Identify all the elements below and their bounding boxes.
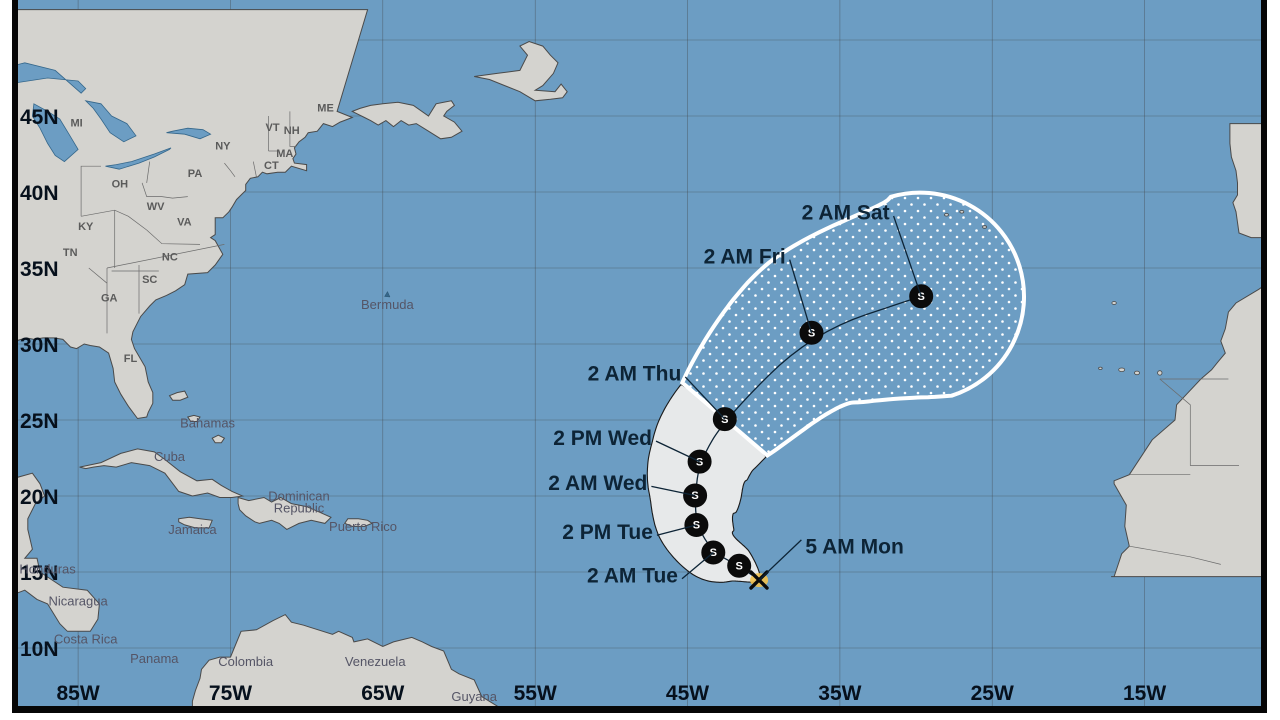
svg-text:55W: 55W — [514, 682, 557, 705]
svg-text:NY: NY — [215, 140, 231, 152]
svg-text:Colombia: Colombia — [218, 654, 274, 669]
svg-text:45N: 45N — [20, 106, 59, 129]
svg-text:OH: OH — [112, 178, 129, 190]
svg-text:VT: VT — [266, 122, 280, 134]
svg-text:ME: ME — [317, 102, 334, 114]
svg-text:Venezuela: Venezuela — [345, 654, 406, 669]
svg-text:S: S — [808, 328, 815, 340]
svg-text:15W: 15W — [1123, 682, 1166, 705]
svg-text:Bermuda: Bermuda — [361, 297, 415, 312]
svg-text:2 AM Sat: 2 AM Sat — [802, 202, 890, 225]
svg-text:2 PM Tue: 2 PM Tue — [562, 521, 653, 544]
svg-text:S: S — [696, 456, 703, 468]
svg-text:35W: 35W — [818, 682, 861, 705]
svg-text:40N: 40N — [20, 182, 59, 205]
svg-text:Bahamas: Bahamas — [180, 416, 235, 431]
svg-text:FL: FL — [124, 353, 138, 365]
svg-text:75W: 75W — [209, 682, 252, 705]
svg-text:CT: CT — [264, 160, 279, 172]
svg-text:5 AM Mon: 5 AM Mon — [805, 536, 903, 559]
svg-text:Costa Rica: Costa Rica — [54, 631, 118, 646]
svg-text:Panama: Panama — [130, 651, 179, 666]
svg-text:35N: 35N — [20, 258, 59, 281]
svg-text:GA: GA — [101, 292, 118, 304]
svg-text:10N: 10N — [20, 638, 59, 661]
svg-text:45W: 45W — [666, 682, 709, 705]
svg-text:30N: 30N — [20, 334, 59, 357]
svg-text:NH: NH — [284, 125, 300, 137]
svg-text:KY: KY — [78, 221, 94, 233]
svg-text:Puerto Rico: Puerto Rico — [329, 519, 397, 534]
svg-text:2 AM Tue: 2 AM Tue — [587, 565, 678, 588]
svg-text:S: S — [736, 561, 743, 573]
svg-text:NC: NC — [162, 251, 178, 263]
svg-text:SC: SC — [142, 274, 157, 286]
svg-text:MI: MI — [71, 118, 83, 130]
svg-text:65W: 65W — [361, 682, 404, 705]
svg-text:2 AM Wed: 2 AM Wed — [548, 472, 647, 495]
svg-text:Cuba: Cuba — [154, 449, 186, 464]
svg-text:Nicaragua: Nicaragua — [48, 593, 108, 608]
svg-text:TN: TN — [63, 247, 78, 259]
svg-text:Jamaica: Jamaica — [168, 522, 217, 537]
svg-text:S: S — [691, 490, 698, 502]
svg-text:PA: PA — [188, 168, 203, 180]
svg-text:2 PM Wed: 2 PM Wed — [553, 427, 652, 450]
svg-text:85W: 85W — [57, 682, 100, 705]
svg-text:Republic: Republic — [274, 501, 325, 516]
svg-text:MA: MA — [276, 148, 293, 160]
svg-text:25N: 25N — [20, 410, 59, 433]
svg-text:WV: WV — [147, 201, 165, 213]
svg-text:Honduras: Honduras — [19, 562, 76, 577]
svg-text:2 AM Thu: 2 AM Thu — [588, 363, 682, 386]
svg-text:VA: VA — [177, 216, 192, 228]
svg-text:20N: 20N — [20, 486, 59, 509]
svg-text:Guyana: Guyana — [451, 689, 497, 704]
svg-text:25W: 25W — [971, 682, 1014, 705]
svg-text:S: S — [918, 291, 925, 303]
svg-text:2 AM Fri: 2 AM Fri — [704, 246, 786, 269]
